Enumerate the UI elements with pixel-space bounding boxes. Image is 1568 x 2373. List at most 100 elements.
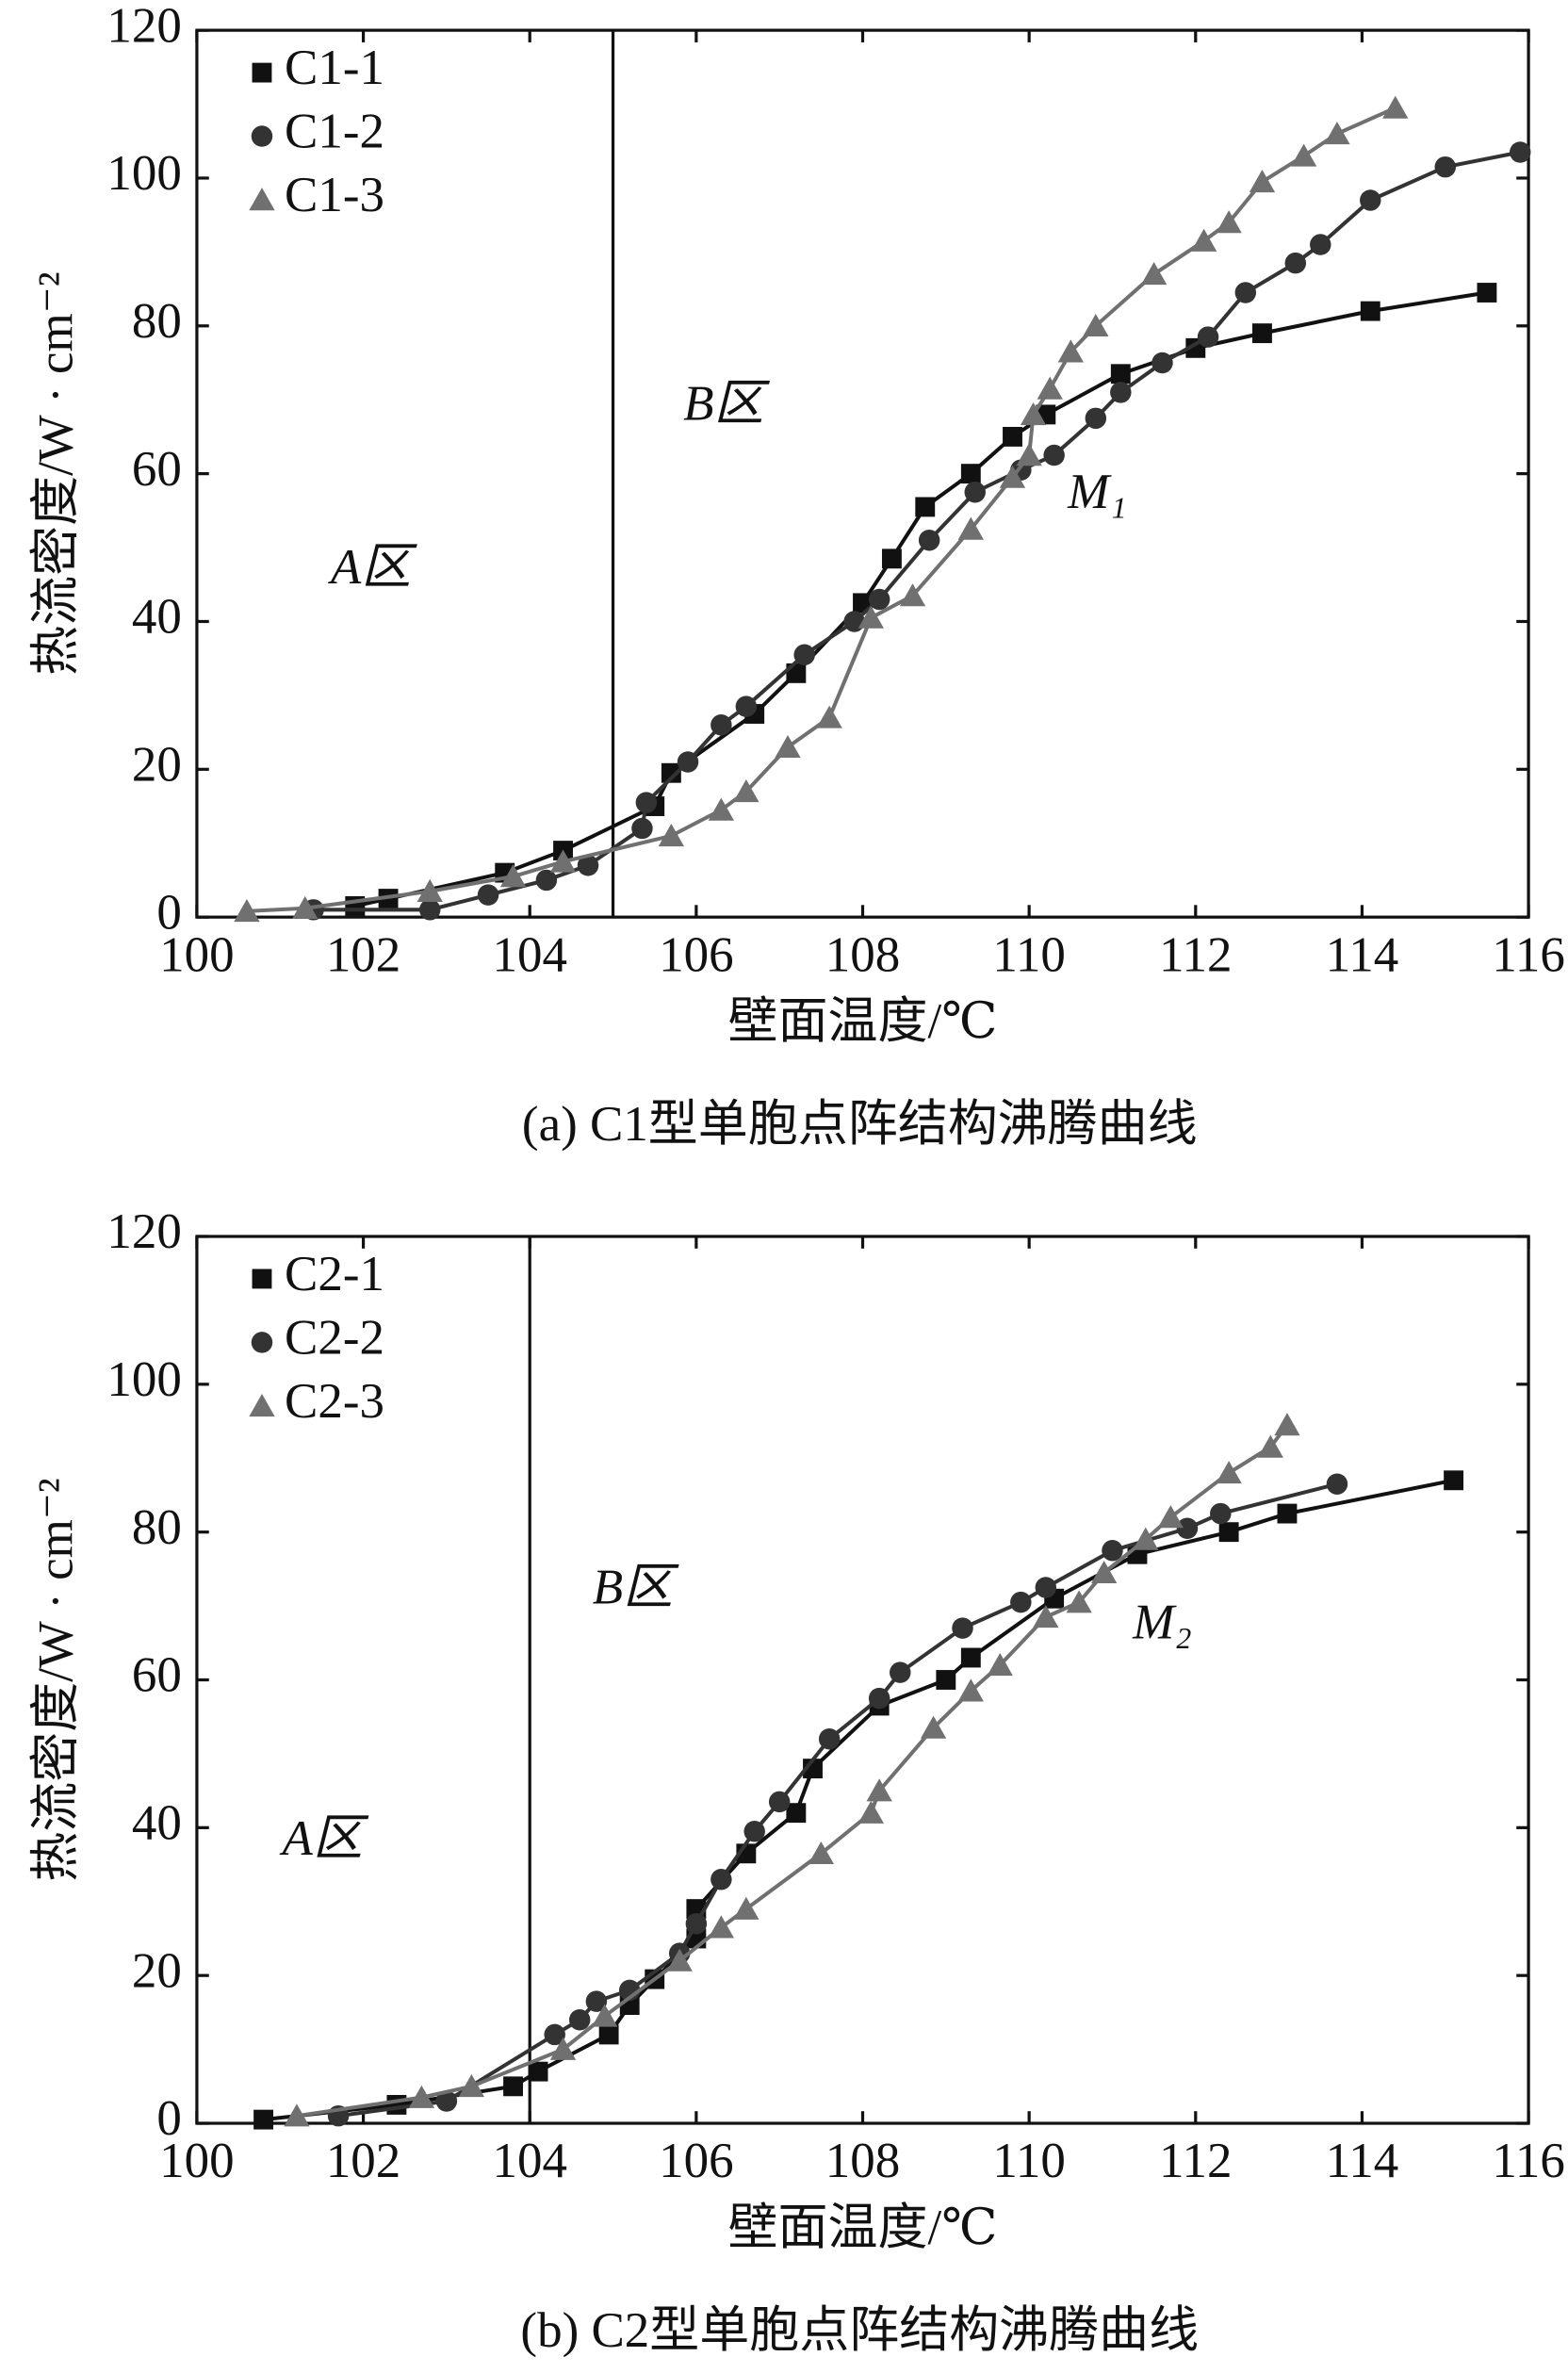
marker	[1197, 326, 1219, 348]
y-tick-label: 120	[106, 0, 181, 53]
chart: 100 102 104 106 108 110 112 114 116 0 20 40 60 80 100 1…	[29, 1204, 1565, 2358]
marker	[1216, 210, 1242, 234]
y-tick-label: 120	[106, 1204, 181, 1259]
marker	[915, 497, 936, 517]
marker	[577, 855, 599, 876]
caption: (b) C2型单胞点阵结构沸腾曲线	[520, 2303, 1199, 2358]
marker	[960, 464, 981, 484]
marker	[710, 714, 732, 736]
marker	[549, 2037, 577, 2060]
marker	[1434, 155, 1457, 178]
x-tick-label: 104	[492, 2134, 566, 2188]
marker	[1043, 444, 1065, 466]
marker	[710, 1869, 732, 1890]
marker	[1020, 402, 1047, 426]
legend-label: C1-2	[285, 105, 384, 159]
marker	[685, 1913, 708, 1935]
x-tick-label: 104	[492, 927, 566, 982]
x-axis-label: 壁面温度/℃	[728, 2201, 998, 2255]
marker	[1324, 122, 1350, 145]
marker	[957, 1678, 984, 1702]
marker	[585, 1990, 608, 2012]
marker	[768, 1791, 791, 1813]
legend-marker	[249, 1394, 275, 1417]
series-line	[313, 150, 1521, 912]
marker	[1360, 189, 1381, 211]
marker	[960, 1647, 981, 1668]
annotation: M₂	[1132, 1595, 1192, 1649]
series-line	[263, 1478, 1454, 2122]
marker	[1257, 1434, 1283, 1458]
marker	[708, 797, 735, 821]
marker	[253, 2109, 274, 2130]
legend-marker	[252, 1268, 272, 1289]
marker	[868, 1687, 890, 1710]
marker	[658, 824, 685, 847]
marker	[1360, 301, 1380, 321]
marker	[503, 2076, 523, 2097]
marker	[1016, 443, 1042, 466]
y-tick-label: 60	[132, 1648, 182, 1703]
marker	[1310, 234, 1331, 255]
x-tick-label: 110	[992, 927, 1066, 982]
marker	[957, 516, 984, 540]
marker	[1274, 1413, 1300, 1436]
legend-label: C2-3	[285, 1374, 384, 1429]
marker	[1326, 1473, 1348, 1495]
marker	[858, 1800, 884, 1824]
marker	[416, 878, 443, 902]
legend-label: C2-2	[285, 1311, 384, 1366]
marker	[418, 899, 441, 921]
marker	[818, 1728, 841, 1750]
x-axis-label: 壁面温度/℃	[728, 994, 998, 1049]
y-tick-label: 40	[132, 590, 182, 645]
legend-marker	[249, 188, 275, 211]
marker	[881, 548, 902, 569]
marker	[1216, 1461, 1242, 1484]
marker	[1010, 1591, 1032, 1613]
marker	[408, 2085, 435, 2108]
legend-marker	[251, 125, 273, 147]
marker	[544, 2023, 565, 2046]
x-tick-label: 114	[1326, 2134, 1399, 2188]
annotation: A区	[280, 1811, 369, 1866]
marker	[528, 2061, 548, 2082]
marker	[808, 1841, 834, 1865]
x-tick-label: 116	[1492, 2134, 1565, 2188]
plot-frame	[195, 28, 1530, 919]
marker	[535, 869, 558, 892]
x-tick-label: 112	[1159, 927, 1233, 982]
y-tick-label: 20	[132, 737, 182, 792]
marker	[568, 2009, 591, 2031]
marker	[635, 792, 658, 813]
marker	[499, 864, 527, 888]
x-tick-label: 116	[1492, 927, 1565, 982]
legend-label: C1-3	[285, 168, 384, 222]
x-tick-label: 108	[825, 2134, 900, 2188]
marker	[284, 2103, 310, 2127]
legend-label: C1-1	[285, 41, 384, 95]
x-tick-label: 112	[1159, 2134, 1233, 2188]
marker	[631, 817, 653, 840]
y-tick-label: 0	[156, 885, 182, 940]
x-tick-label: 108	[825, 927, 900, 982]
x-tick-label: 106	[659, 2134, 733, 2188]
marker	[858, 605, 884, 629]
y-tick-label: 40	[132, 1796, 182, 1851]
marker	[1110, 364, 1131, 385]
marker	[1477, 283, 1497, 303]
marker	[1218, 1522, 1239, 1543]
marker	[1234, 282, 1257, 303]
marker	[1510, 141, 1531, 163]
marker	[435, 2090, 458, 2112]
marker	[1277, 1503, 1298, 1524]
marker	[1290, 143, 1317, 167]
marker	[1210, 1502, 1232, 1525]
y-tick-label: 60	[132, 442, 182, 497]
marker	[1190, 228, 1217, 252]
marker	[899, 583, 926, 607]
marker	[1382, 95, 1409, 119]
plot-frame	[195, 1235, 1530, 2125]
y-tick-label: 100	[106, 146, 181, 201]
